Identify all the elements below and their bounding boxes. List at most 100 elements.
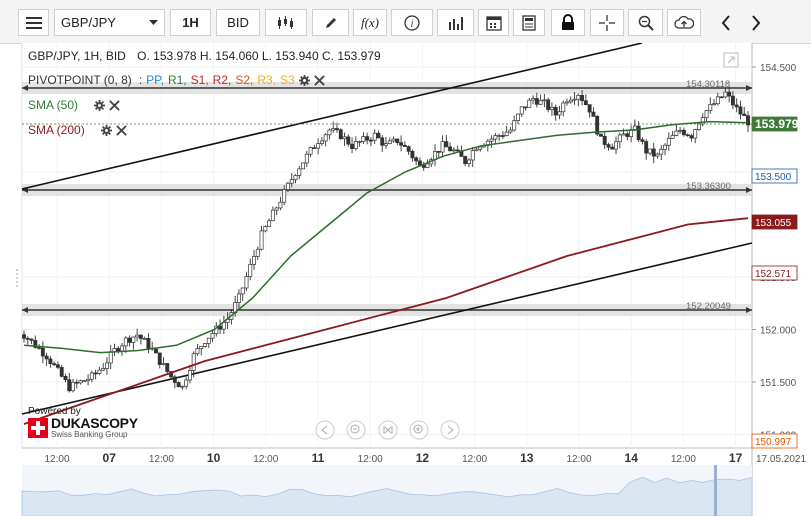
candle-body (101, 368, 106, 371)
candle-body (519, 106, 524, 115)
close-icon[interactable] (109, 99, 120, 111)
candle-body (583, 100, 588, 105)
chart-area[interactable]: 154.30118 153.36300 152.20049 154.500 153.5… (0, 43, 811, 516)
sma200-line[interactable] (23, 217, 749, 425)
horizontal-levels: 154.30118 153.36300 152.20049 (22, 79, 752, 316)
calendar-button[interactable] (478, 9, 509, 36)
prev-button[interactable] (712, 9, 740, 36)
pair-label: GBP/JPY, 1H, BID (28, 49, 126, 63)
report-button[interactable] (513, 9, 545, 36)
prev-icon (721, 14, 730, 31)
candle-body (304, 153, 309, 164)
candle-body (206, 337, 211, 344)
symbol-select[interactable]: GBP/JPY (54, 9, 165, 36)
candle-body (508, 129, 513, 133)
candle-body (176, 382, 181, 388)
stats-button[interactable] (437, 9, 474, 36)
candle-body (365, 136, 370, 141)
indicators-button[interactable]: f(x) (353, 9, 387, 36)
candle-body (293, 175, 298, 181)
time-axis: 12:00 07 12:00 10 12:00 11 12:00 12 12:00 13 12:00… (44, 451, 806, 465)
sma50-legend[interactable]: SMA (50) (28, 98, 120, 112)
candle-body (387, 140, 392, 144)
lock-button[interactable] (551, 9, 585, 36)
expand-icon[interactable] (723, 52, 739, 68)
candle-body (674, 130, 679, 136)
time-tick-label: 17 (729, 451, 743, 465)
candle-body (715, 96, 720, 105)
candle-body (738, 106, 743, 115)
side-button[interactable]: BID (216, 9, 260, 36)
candle-body (357, 141, 362, 143)
candle-body (312, 147, 317, 149)
candle-body (414, 157, 419, 162)
candlesticks (22, 86, 750, 393)
candle-body (259, 230, 264, 250)
candle-body (376, 132, 381, 139)
menu-icon (25, 16, 42, 29)
zoom-in-button[interactable] (409, 420, 429, 440)
candles-icon (278, 15, 293, 29)
symbol-label: GBP/JPY (61, 15, 116, 30)
candle-body (278, 201, 283, 209)
candle-body (734, 104, 739, 108)
time-tick-label: 12:00 (358, 454, 383, 465)
candle-body (180, 385, 185, 388)
pivot-separator: : (138, 73, 143, 87)
crosshair-button[interactable] (590, 9, 624, 36)
candle-body (187, 370, 192, 381)
upper-trendline[interactable] (21, 43, 643, 190)
zoom-button[interactable] (628, 9, 663, 36)
gear-icon[interactable] (94, 99, 105, 111)
gear-icon[interactable] (101, 124, 112, 136)
candle-body (199, 346, 204, 350)
candle-body (157, 352, 162, 365)
info-button[interactable]: i (391, 9, 433, 36)
price-chart[interactable]: 154.30118 153.36300 152.20049 154.500 153.5… (0, 43, 811, 516)
zoom-out-button[interactable] (346, 420, 366, 440)
pivot-legend[interactable]: PIVOTPOINT (0, 8) : PP, R1, S1, R2, S2, R3, S3 (28, 73, 325, 87)
sma50-line[interactable] (23, 120, 749, 354)
time-tick-label: 12:00 (253, 454, 278, 465)
chart-type-button[interactable] (265, 9, 307, 36)
candle-body (308, 147, 313, 155)
candle-body (89, 372, 94, 380)
gear-icon[interactable] (298, 74, 310, 86)
scroll-left-button[interactable] (315, 420, 335, 440)
candle-body (282, 189, 287, 203)
lower-trendline[interactable] (21, 242, 753, 415)
candle-body (267, 220, 272, 227)
navigator-handle[interactable] (714, 465, 717, 516)
candle-body (316, 143, 321, 149)
candle-body (274, 207, 279, 211)
sma200-legend[interactable]: SMA (200) (28, 123, 127, 137)
document-icon (522, 14, 536, 31)
candle-body (742, 113, 747, 117)
export-button[interactable] (667, 9, 701, 36)
close-icon[interactable] (116, 124, 127, 136)
time-tick-label: 12:00 (44, 454, 69, 465)
close-icon[interactable] (314, 74, 325, 86)
next-button[interactable] (742, 9, 770, 36)
candle-body (131, 336, 136, 343)
time-tick-label: 11 (312, 451, 325, 465)
draw-button[interactable] (312, 9, 349, 36)
candle-body (384, 143, 388, 146)
candle-body (648, 148, 652, 154)
candle-body (512, 120, 517, 131)
branding[interactable]: Powered by DUKASCOPY Swiss Banking Group (28, 406, 138, 439)
candle-body (142, 338, 147, 340)
scroll-right-button[interactable] (440, 420, 460, 440)
chevron-down-icon (149, 19, 158, 25)
candle-body (636, 125, 641, 141)
menu-button[interactable] (18, 9, 49, 36)
candle-body (289, 179, 294, 184)
candle-body (455, 149, 460, 152)
price-badge-label: 153.979 (755, 117, 799, 131)
info-glyph: i (411, 19, 414, 30)
candle-body (474, 148, 479, 152)
candle-body (399, 142, 404, 146)
pivot-item-s1: S1, (190, 73, 209, 87)
timeframe-button[interactable]: 1H (170, 9, 211, 36)
toolbar: GBP/JPY 1H BID f(x) i (0, 0, 811, 44)
